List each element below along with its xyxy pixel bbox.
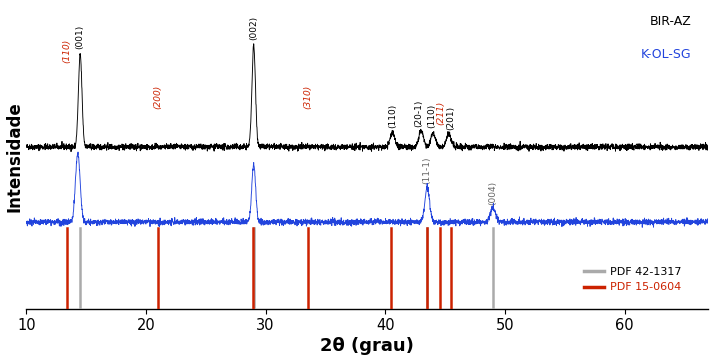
Text: (11-1): (11-1) <box>423 157 432 184</box>
Legend: PDF 42-1317, PDF 15-0604: PDF 42-1317, PDF 15-0604 <box>580 262 686 297</box>
Text: (310): (310) <box>303 85 312 109</box>
Text: (002): (002) <box>249 16 258 40</box>
Text: (211): (211) <box>436 101 445 125</box>
Text: K-OL-SG: K-OL-SG <box>640 48 691 61</box>
X-axis label: 2θ (grau): 2θ (grau) <box>321 338 414 356</box>
Text: (110): (110) <box>388 104 397 128</box>
Text: (20-1): (20-1) <box>414 99 423 127</box>
Text: BIR-AZ: BIR-AZ <box>650 15 691 28</box>
Text: (001): (001) <box>76 25 85 49</box>
Text: (004): (004) <box>488 180 498 205</box>
Text: (110): (110) <box>428 104 436 128</box>
Text: (110): (110) <box>63 39 71 63</box>
Text: (200): (200) <box>154 85 163 109</box>
Y-axis label: Intensidade: Intensidade <box>6 102 24 212</box>
Text: (201): (201) <box>447 105 456 130</box>
